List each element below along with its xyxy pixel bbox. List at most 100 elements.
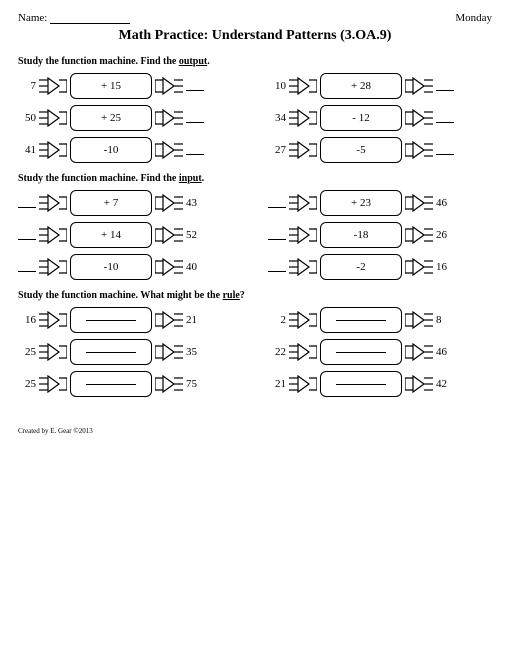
machine-input: 16	[18, 314, 36, 326]
day-label: Monday	[455, 12, 492, 24]
arrow-in-icon	[289, 141, 317, 159]
section3-grid: 1621282535224625752142	[18, 307, 492, 397]
machine-input: 27	[268, 144, 286, 156]
name-label: Name:	[18, 12, 130, 24]
function-machine: 34 - 12	[268, 105, 488, 131]
machine-output: 46	[436, 346, 454, 358]
function-machine: 22 46	[268, 339, 488, 365]
function-machine: + 23 46	[268, 190, 488, 216]
footer-credit: Created by E. Gear ©2013	[18, 427, 492, 435]
machine-input: 22	[268, 346, 286, 358]
machine-output-blank[interactable]	[436, 113, 454, 123]
arrow-out-icon	[405, 311, 433, 329]
machine-input: 21	[268, 378, 286, 390]
machine-input: 50	[18, 112, 36, 124]
arrow-in-icon	[289, 194, 317, 212]
arrow-in-icon	[39, 343, 67, 361]
machine-input-blank[interactable]	[18, 230, 36, 240]
machine-input-blank[interactable]	[268, 262, 286, 272]
arrow-out-icon	[155, 109, 183, 127]
arrow-in-icon	[289, 343, 317, 361]
arrow-in-icon	[39, 375, 67, 393]
machine-rule-box: + 15	[70, 73, 152, 99]
machine-output: 35	[186, 346, 204, 358]
machine-input: 34	[268, 112, 286, 124]
arrow-out-icon	[155, 375, 183, 393]
arrow-in-icon	[289, 258, 317, 276]
section1-grid: 7 + 15 10+ 28 50 + 25 34 - 12 41-10 27 -5	[18, 73, 492, 163]
arrow-out-icon	[155, 194, 183, 212]
machine-output-blank[interactable]	[186, 81, 204, 91]
machine-output: 40	[186, 261, 204, 273]
arrow-out-icon	[155, 77, 183, 95]
machine-rule-box: - 12	[320, 105, 402, 131]
machine-output-blank[interactable]	[436, 145, 454, 155]
arrow-in-icon	[39, 77, 67, 95]
machine-output: 52	[186, 229, 204, 241]
arrow-out-icon	[405, 194, 433, 212]
arrow-in-icon	[39, 141, 67, 159]
machine-rule-box: + 23	[320, 190, 402, 216]
machine-input: 25	[18, 378, 36, 390]
machine-rule-box[interactable]	[70, 371, 152, 397]
arrow-in-icon	[39, 194, 67, 212]
machine-output-blank[interactable]	[186, 113, 204, 123]
arrow-in-icon	[289, 375, 317, 393]
machine-rule-box: -2	[320, 254, 402, 280]
function-machine: -216	[268, 254, 488, 280]
arrow-in-icon	[39, 109, 67, 127]
machine-rule-box[interactable]	[70, 307, 152, 333]
machine-rule-box[interactable]	[320, 307, 402, 333]
machine-rule-box[interactable]	[320, 339, 402, 365]
machine-rule-box: -10	[70, 137, 152, 163]
arrow-out-icon	[155, 226, 183, 244]
function-machine: 41-10	[18, 137, 238, 163]
function-machine: 25 75	[18, 371, 238, 397]
machine-rule-box[interactable]	[70, 339, 152, 365]
function-machine: 1621	[18, 307, 238, 333]
machine-input-blank[interactable]	[268, 230, 286, 240]
machine-input-blank[interactable]	[18, 198, 36, 208]
section3-instruction: Study the function machine. What might b…	[18, 290, 492, 301]
machine-output-blank[interactable]	[186, 145, 204, 155]
machine-input-blank[interactable]	[268, 198, 286, 208]
arrow-in-icon	[289, 109, 317, 127]
machine-rule-box[interactable]	[320, 371, 402, 397]
name-input-line[interactable]	[50, 23, 130, 24]
machine-rule-box: + 28	[320, 73, 402, 99]
function-machine: -1826	[268, 222, 488, 248]
machine-output: 46	[436, 197, 454, 209]
section2-instruction: Study the function machine. Find the inp…	[18, 173, 492, 184]
arrow-in-icon	[289, 226, 317, 244]
arrow-in-icon	[39, 258, 67, 276]
machine-rule-box: -18	[320, 222, 402, 248]
arrow-in-icon	[289, 77, 317, 95]
machine-output: 21	[186, 314, 204, 326]
machine-input: 7	[18, 80, 36, 92]
arrow-out-icon	[405, 375, 433, 393]
machine-output: 75	[186, 378, 204, 390]
machine-output: 43	[186, 197, 204, 209]
section2-grid: + 743+ 2346+ 1452-1826-1040-216	[18, 190, 492, 280]
function-machine: 21 42	[268, 371, 488, 397]
arrow-in-icon	[39, 226, 67, 244]
machine-output-blank[interactable]	[436, 81, 454, 91]
arrow-in-icon	[289, 311, 317, 329]
arrow-out-icon	[155, 343, 183, 361]
arrow-out-icon	[155, 258, 183, 276]
page-title: Math Practice: Understand Patterns (3.OA…	[18, 28, 492, 44]
arrow-in-icon	[39, 311, 67, 329]
arrow-out-icon	[405, 343, 433, 361]
machine-rule-box: -5	[320, 137, 402, 163]
function-machine: 7 + 15	[18, 73, 238, 99]
machine-output: 42	[436, 378, 454, 390]
machine-output: 8	[436, 314, 454, 326]
function-machine: 27 -5	[268, 137, 488, 163]
function-machine: 28	[268, 307, 488, 333]
machine-rule-box: -10	[70, 254, 152, 280]
machine-input-blank[interactable]	[18, 262, 36, 272]
arrow-out-icon	[405, 109, 433, 127]
function-machine: 10+ 28	[268, 73, 488, 99]
arrow-out-icon	[155, 311, 183, 329]
machine-rule-box: + 25	[70, 105, 152, 131]
